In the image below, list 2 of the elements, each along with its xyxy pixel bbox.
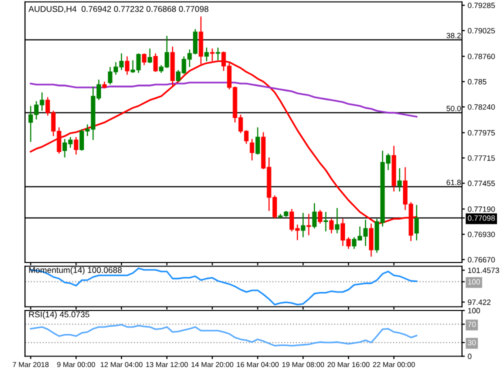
chart-title: RSI(14) 45.0735: [29, 311, 90, 319]
chart-title: AUDUSD,H4 0.76942 0.77232 0.76868 0.77098: [28, 6, 208, 13]
